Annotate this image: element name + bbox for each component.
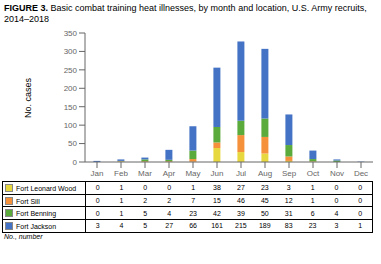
svg-text:250: 250 (64, 66, 78, 75)
html-text:0: 0 (334, 184, 339, 192)
html-text:66: 66 (189, 222, 197, 230)
html-text:Fort Sill: Fort Sill (16, 197, 40, 205)
svg-text:100: 100 (64, 121, 78, 130)
html-text:23: 23 (260, 184, 269, 192)
svg-text:Nov: Nov (330, 169, 344, 178)
svg-text:Jan: Jan (91, 169, 104, 178)
svg-text:200: 200 (64, 84, 78, 93)
html-text:FIGURE 3. Basic combat trainin: FIGURE 3. Basic combat training heat ill… (4, 3, 367, 24)
html-text:0: 0 (334, 197, 339, 204)
html-text:2: 2 (143, 197, 148, 204)
html-text:0: 0 (167, 184, 172, 192)
svg-text:Dec: Dec (354, 169, 368, 178)
svg-text:Aug: Aug (258, 169, 272, 178)
html-text:42: 42 (213, 209, 221, 217)
html-text:7: 7 (191, 197, 195, 204)
html-text:0: 0 (95, 209, 100, 217)
svg-text:Feb: Feb (114, 169, 128, 178)
html-text:1: 1 (119, 209, 124, 217)
html-text:0: 0 (95, 184, 100, 192)
html-text:2: 2 (167, 197, 172, 204)
svg-text:Sep: Sep (282, 169, 297, 178)
html-text:4: 4 (167, 209, 172, 217)
svg-text:350: 350 (64, 29, 78, 38)
html-text:No., number: No., number (4, 233, 43, 240)
html-text:38: 38 (213, 184, 221, 192)
svg-text:300: 300 (64, 47, 78, 56)
html-text:3: 3 (334, 222, 339, 230)
html-text:0: 0 (143, 184, 148, 192)
svg-text:Oct: Oct (307, 169, 320, 178)
svg-text:150: 150 (64, 103, 78, 112)
html-text:5: 5 (143, 222, 148, 230)
html-text:0: 0 (358, 197, 363, 204)
svg-text:Apr: Apr (163, 169, 176, 178)
svg-text:Jun: Jun (211, 169, 224, 178)
html-text:0: 0 (95, 197, 100, 204)
svg-text:May: May (185, 169, 200, 178)
html-text:3: 3 (95, 222, 100, 230)
html-text:215: 215 (235, 222, 247, 230)
html-text:1: 1 (310, 197, 315, 204)
html-text:1: 1 (191, 184, 195, 192)
html-text:0: 0 (358, 209, 363, 217)
html-text:27: 27 (237, 184, 245, 192)
html-text:23: 23 (189, 209, 197, 217)
html-text:0: 0 (358, 184, 363, 192)
html-text:83: 83 (284, 222, 293, 230)
svg-text:0: 0 (73, 158, 78, 167)
svg-text:Jul: Jul (236, 169, 246, 178)
html-text:5: 5 (143, 209, 148, 217)
html-text:Fort Leonard Wood: Fort Leonard Wood (16, 184, 77, 192)
html-text:15: 15 (213, 197, 221, 204)
html-text:4: 4 (334, 209, 339, 217)
html-text:45: 45 (260, 197, 269, 204)
html-text:46: 46 (237, 197, 245, 204)
html-text:1: 1 (119, 184, 124, 192)
html-text:27: 27 (165, 222, 174, 230)
html-text:No. cases: No. cases (23, 77, 33, 118)
html-text:1: 1 (358, 222, 363, 230)
html-text:39: 39 (237, 209, 245, 217)
svg-text:Mar: Mar (138, 169, 152, 178)
html-text:23: 23 (308, 222, 317, 230)
html-text:4: 4 (119, 222, 124, 230)
html-text:12: 12 (284, 197, 293, 204)
html-text:189: 189 (259, 222, 271, 230)
svg-text:50: 50 (68, 139, 77, 148)
html-text:31: 31 (284, 209, 293, 217)
html-text:Fort Jackson: Fort Jackson (16, 222, 57, 230)
html-text:3: 3 (286, 184, 291, 192)
html-text:50: 50 (260, 209, 269, 217)
html-text:1: 1 (119, 197, 124, 204)
html-text:161: 161 (211, 222, 223, 230)
html-text:6: 6 (310, 209, 315, 217)
html-text:1: 1 (310, 184, 315, 192)
html-text:Fort Benning: Fort Benning (16, 210, 57, 217)
